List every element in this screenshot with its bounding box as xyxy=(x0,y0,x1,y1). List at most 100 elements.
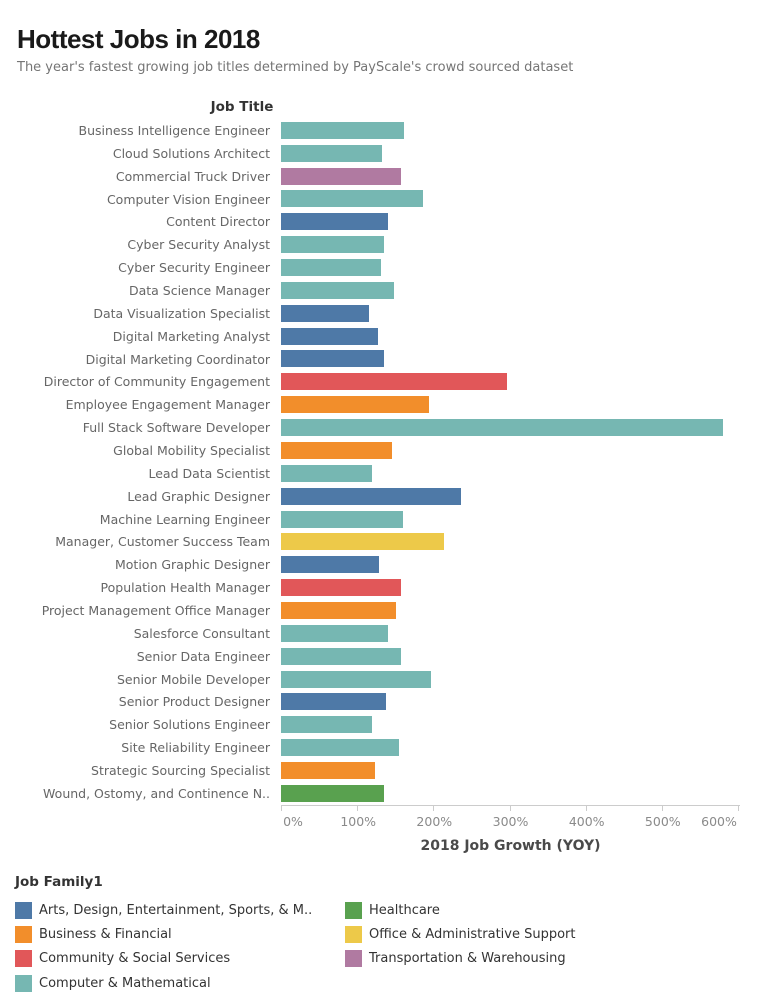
job-growth-bar[interactable] xyxy=(281,213,389,231)
legend-title: Job Family1 xyxy=(15,874,103,890)
bar-track xyxy=(281,782,758,805)
legend-swatch-office[interactable] xyxy=(345,926,362,944)
job-growth-bar[interactable] xyxy=(281,533,444,551)
x-axis-tick xyxy=(281,806,282,811)
job-growth-bar[interactable] xyxy=(281,693,387,711)
bar-track xyxy=(281,622,758,645)
x-axis: 0% 100% 200% 300% 400% 500% 600% xyxy=(281,805,740,829)
bar-track xyxy=(281,302,758,325)
bar-track xyxy=(281,599,758,622)
chart-row: Population Health Manager xyxy=(0,576,758,599)
bar-track xyxy=(281,142,758,165)
chart-row: Manager, Customer Success Team xyxy=(0,530,758,553)
job-growth-bar[interactable] xyxy=(281,601,396,619)
chart-row: Site Reliability Engineer xyxy=(0,736,758,759)
job-growth-bar[interactable] xyxy=(281,144,383,162)
job-growth-bar[interactable] xyxy=(281,761,376,779)
job-title-label: Salesforce Consultant xyxy=(133,625,270,641)
chart-rows: Business Intelligence Engineer Cloud Solu… xyxy=(0,119,758,805)
job-title-label: Cloud Solutions Architect xyxy=(112,145,270,161)
bar-track xyxy=(281,416,758,439)
job-growth-bar[interactable] xyxy=(281,304,369,322)
legend-item-business[interactable]: Business & Financial xyxy=(15,926,345,944)
chart-row: Wound, Ostomy, and Continence N.. xyxy=(0,782,758,805)
bar-track xyxy=(281,690,758,713)
legend: Job Family1 Arts, Design, Entertainment,… xyxy=(15,874,745,996)
legend-swatch-arts[interactable] xyxy=(15,901,32,919)
bar-track xyxy=(281,393,758,416)
job-growth-bar[interactable] xyxy=(281,510,403,528)
legend-swatch-community[interactable] xyxy=(15,950,32,968)
x-axis-tick-label: 400% xyxy=(568,814,605,829)
chart-title: Hottest Jobs in 2018 xyxy=(17,24,260,54)
job-growth-bar[interactable] xyxy=(281,716,373,734)
job-title-label: Site Reliability Engineer xyxy=(121,740,270,756)
chart-row: Senior Mobile Developer xyxy=(0,668,758,691)
job-growth-bar[interactable] xyxy=(281,190,423,208)
job-growth-bar[interactable] xyxy=(281,281,394,299)
x-axis-tick xyxy=(738,806,739,811)
legend-label: Office & Administrative Support xyxy=(369,927,576,943)
x-axis-tick-label: 0% xyxy=(283,814,303,829)
legend-item-healthcare[interactable]: Healthcare xyxy=(345,901,745,919)
chart-row: Director of Community Engagement xyxy=(0,370,758,393)
job-growth-bar[interactable] xyxy=(281,579,402,597)
job-growth-bar[interactable] xyxy=(281,259,381,277)
chart-row: Lead Graphic Designer xyxy=(0,485,758,508)
bar-track xyxy=(281,759,758,782)
x-axis-tick-label: 300% xyxy=(492,814,529,829)
chart-row: Business Intelligence Engineer xyxy=(0,119,758,142)
bar-track xyxy=(281,553,758,576)
job-growth-bar[interactable] xyxy=(281,441,393,459)
chart-row: Machine Learning Engineer xyxy=(0,508,758,531)
job-growth-bar[interactable] xyxy=(281,624,388,642)
job-growth-bar[interactable] xyxy=(281,350,384,368)
legend-swatch-computer[interactable] xyxy=(15,974,32,992)
bar-track xyxy=(281,668,758,691)
legend-item-arts[interactable]: Arts, Design, Entertainment, Sports, & M… xyxy=(15,901,345,919)
legend-label: Arts, Design, Entertainment, Sports, & M… xyxy=(39,902,313,918)
x-axis-tick xyxy=(357,806,359,811)
job-growth-bar[interactable] xyxy=(281,739,400,757)
job-title-label: Motion Graphic Designer xyxy=(115,557,270,573)
job-growth-bar[interactable] xyxy=(281,419,723,437)
job-growth-bar[interactable] xyxy=(281,556,379,574)
job-growth-bar[interactable] xyxy=(281,647,402,665)
job-growth-bar[interactable] xyxy=(281,373,508,391)
chart-row: Computer Vision Engineer xyxy=(0,188,758,211)
legend-item-computer[interactable]: Computer & Mathematical xyxy=(15,974,345,992)
x-axis-tick xyxy=(585,806,587,811)
legend-swatch-transportation[interactable] xyxy=(345,950,362,968)
job-title-label: Machine Learning Engineer xyxy=(99,511,270,527)
job-title-label: Computer Vision Engineer xyxy=(106,191,270,207)
legend-label: Computer & Mathematical xyxy=(39,975,211,991)
chart-row: Data Visualization Specialist xyxy=(0,302,758,325)
legend-item-office[interactable]: Office & Administrative Support xyxy=(345,926,745,944)
job-title-label: Project Management Office Manager xyxy=(41,602,270,618)
job-title-label: Digital Marketing Coordinator xyxy=(85,351,270,367)
chart-row: Cyber Security Engineer xyxy=(0,256,758,279)
chart-row: Lead Data Scientist xyxy=(0,462,758,485)
chart-row: Content Director xyxy=(0,210,758,233)
legend-swatch-business[interactable] xyxy=(15,926,32,944)
job-growth-bar[interactable] xyxy=(281,396,429,414)
legend-swatch-healthcare[interactable] xyxy=(345,901,362,919)
job-title-label: Population Health Manager xyxy=(100,580,270,596)
legend-item-community[interactable]: Community & Social Services xyxy=(15,950,345,968)
chart-row: Cloud Solutions Architect xyxy=(0,142,758,165)
legend-item-transportation[interactable]: Transportation & Warehousing xyxy=(345,950,745,968)
job-title-label: Business Intelligence Engineer xyxy=(78,122,270,138)
job-growth-bar[interactable] xyxy=(281,784,384,802)
job-growth-bar[interactable] xyxy=(281,487,461,505)
job-growth-bar[interactable] xyxy=(281,327,378,345)
job-growth-bar[interactable] xyxy=(281,464,373,482)
bar-track xyxy=(281,736,758,759)
job-growth-bar[interactable] xyxy=(281,121,405,139)
chart-row: Data Science Manager xyxy=(0,279,758,302)
job-growth-bar[interactable] xyxy=(281,236,384,254)
chart-row: Digital Marketing Analyst xyxy=(0,325,758,348)
job-title-label: Cyber Security Analyst xyxy=(127,237,270,253)
job-growth-bar[interactable] xyxy=(281,167,402,185)
job-growth-bar[interactable] xyxy=(281,670,431,688)
